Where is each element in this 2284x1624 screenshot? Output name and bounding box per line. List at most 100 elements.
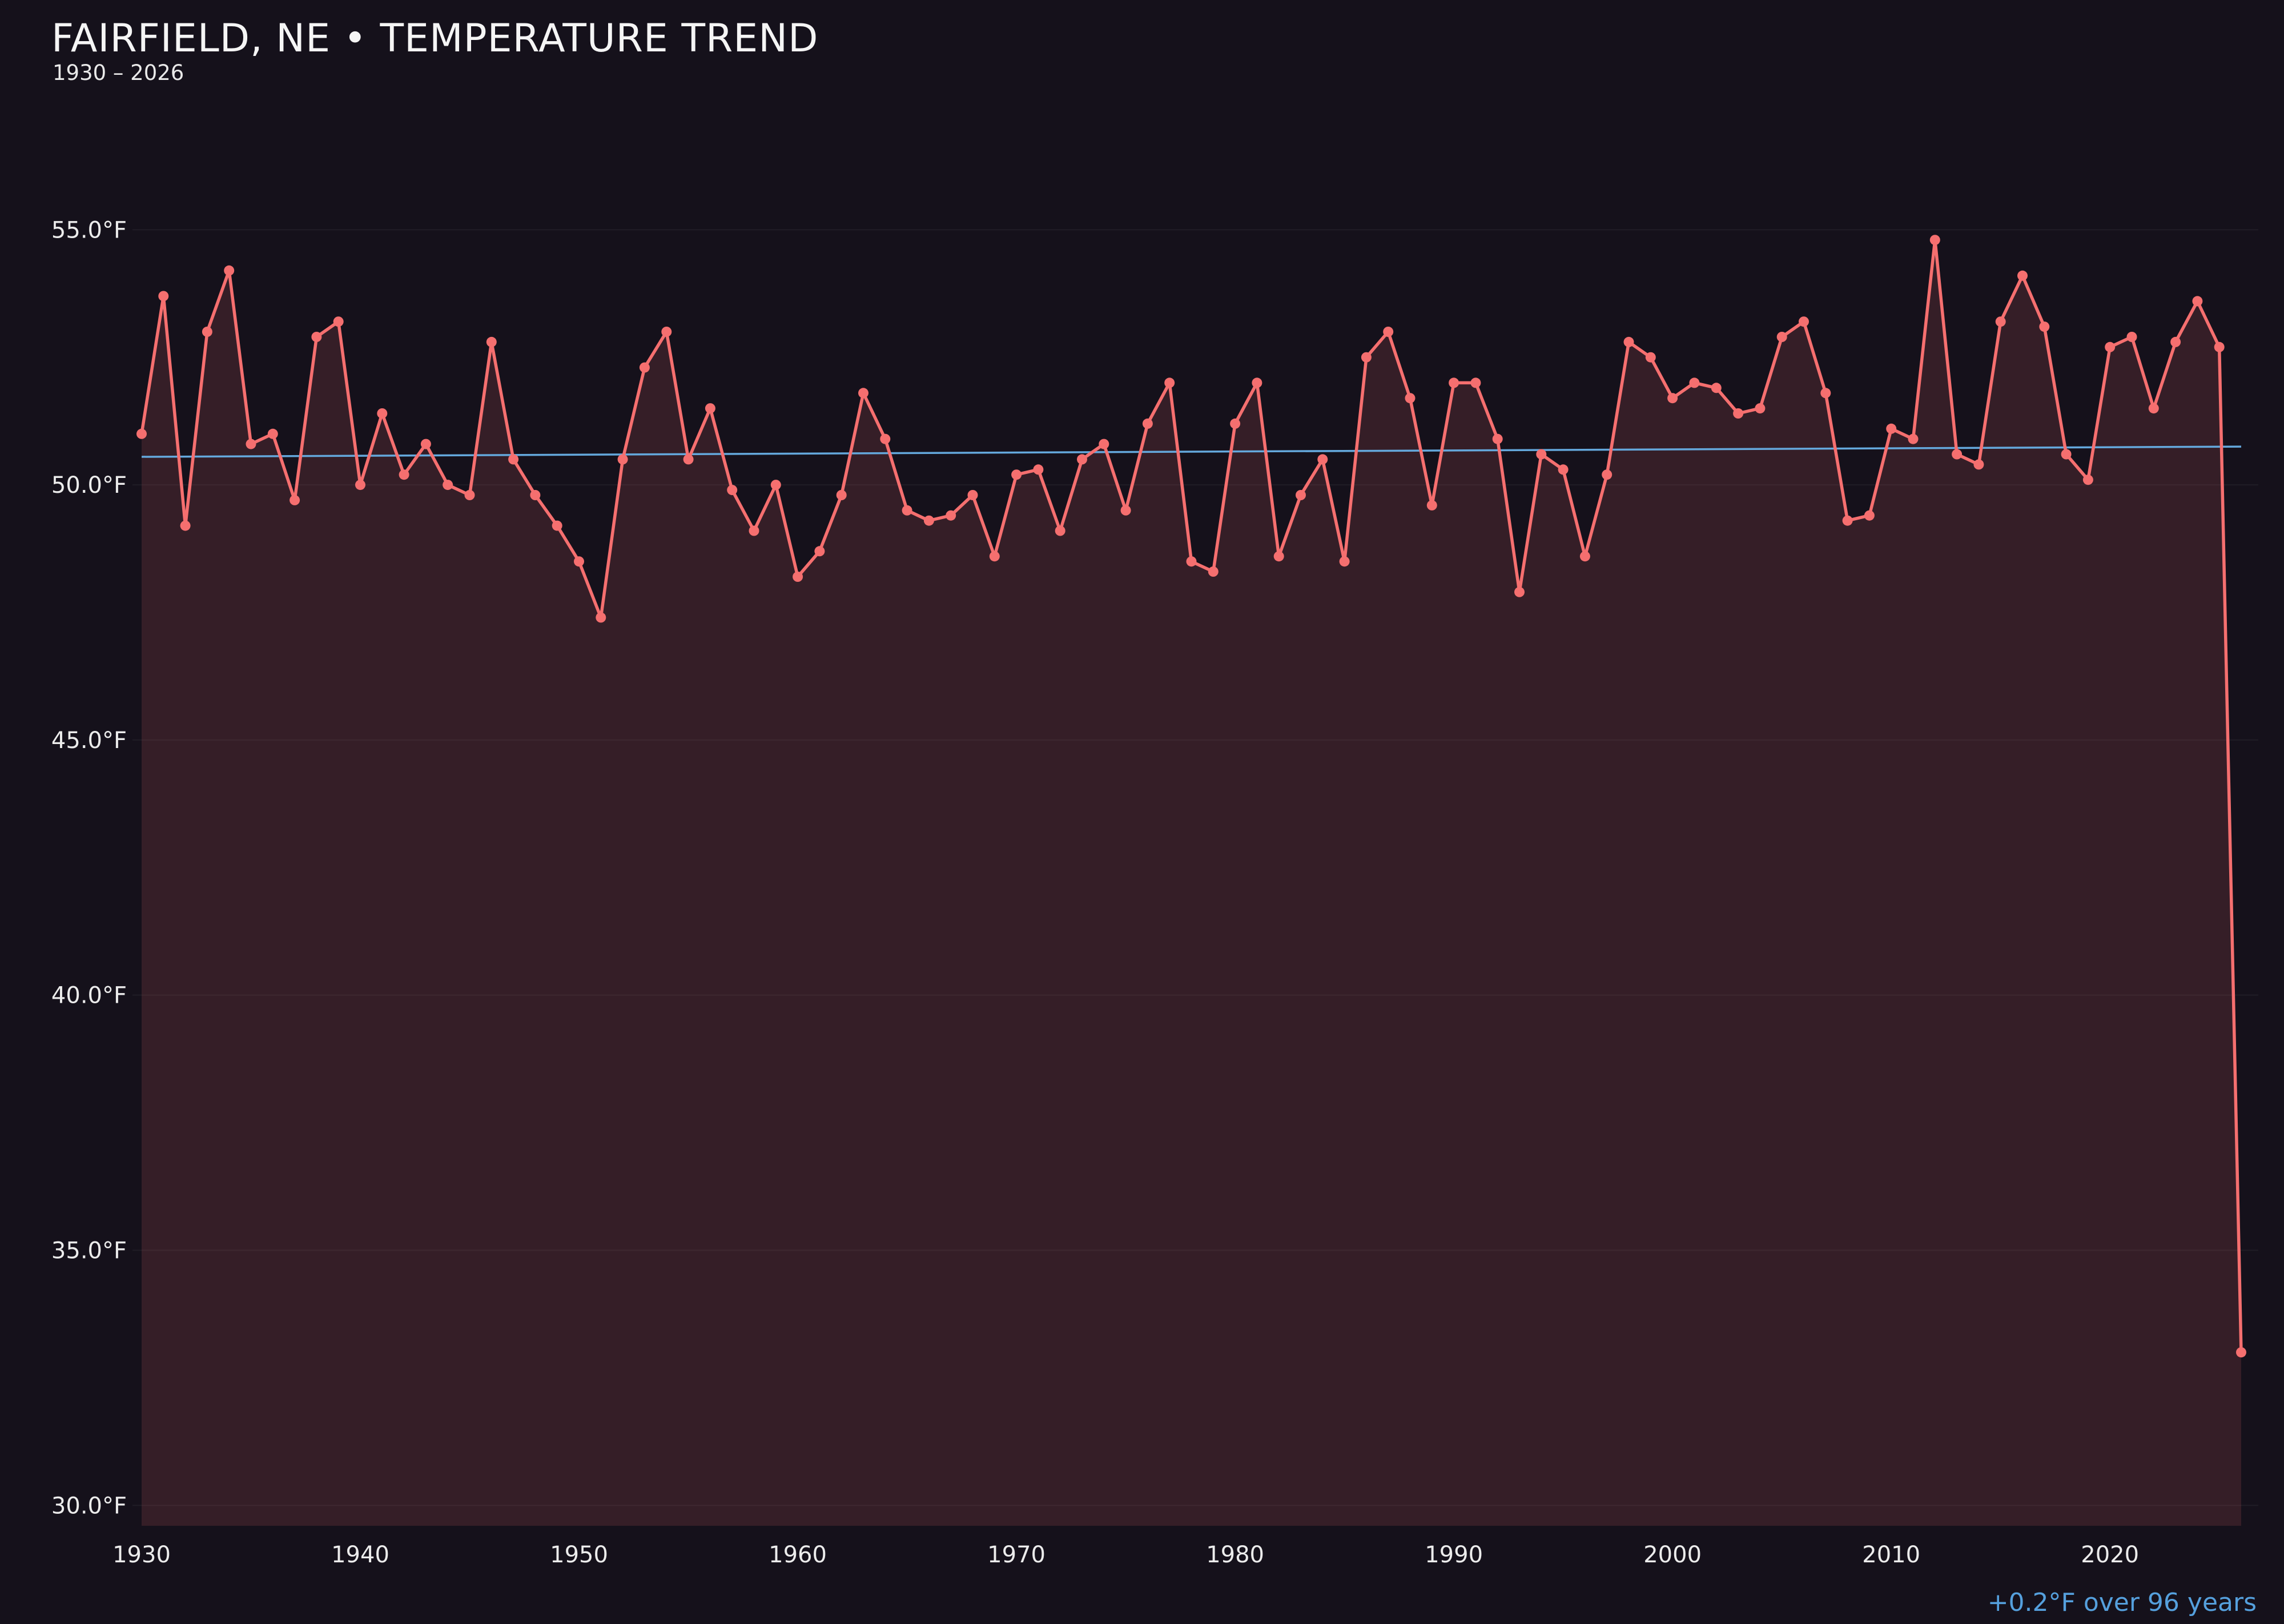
data-point bbox=[749, 525, 759, 536]
data-point bbox=[836, 490, 847, 500]
data-point bbox=[1120, 505, 1131, 516]
data-point bbox=[1820, 388, 1831, 399]
data-point bbox=[1011, 469, 1022, 480]
data-point bbox=[727, 485, 738, 496]
data-point bbox=[333, 316, 344, 327]
data-point bbox=[1186, 556, 1197, 567]
x-axis-tick-label: 2000 bbox=[1643, 1542, 1702, 1568]
data-point bbox=[1995, 316, 2006, 327]
data-point bbox=[1645, 352, 1656, 363]
trend-summary-label: +0.2°F over 96 years bbox=[1987, 1588, 2257, 1617]
data-point bbox=[180, 520, 191, 531]
data-point bbox=[224, 265, 235, 276]
data-point bbox=[1776, 332, 1787, 342]
data-point bbox=[617, 454, 628, 465]
data-point bbox=[1361, 352, 1372, 363]
data-point bbox=[486, 336, 497, 347]
data-point bbox=[770, 480, 781, 491]
data-point bbox=[1799, 316, 1809, 327]
data-point bbox=[1317, 454, 1328, 465]
data-point bbox=[399, 469, 409, 480]
data-point bbox=[1208, 566, 1219, 577]
chart-subtitle: 1930 – 2026 bbox=[53, 61, 184, 85]
data-point bbox=[1689, 377, 1700, 388]
data-point bbox=[1405, 393, 1416, 404]
data-point bbox=[1252, 377, 1262, 388]
data-point bbox=[1602, 469, 1613, 480]
data-point bbox=[1667, 393, 1678, 404]
data-point bbox=[639, 362, 650, 373]
x-axis-tick-label: 1970 bbox=[987, 1542, 1046, 1568]
data-point bbox=[2236, 1347, 2246, 1358]
y-axis-tick-label: 35.0°F bbox=[51, 1237, 127, 1264]
data-point bbox=[2192, 296, 2203, 307]
data-point bbox=[2170, 336, 2181, 347]
x-axis-tick-label: 2010 bbox=[1862, 1542, 1920, 1568]
data-point bbox=[967, 490, 978, 500]
data-point bbox=[1033, 464, 1044, 475]
x-axis-tick-label: 2020 bbox=[2081, 1542, 2139, 1568]
data-point bbox=[1908, 433, 1919, 444]
data-point bbox=[1383, 327, 1394, 337]
data-point bbox=[1733, 408, 1744, 419]
data-point bbox=[1579, 551, 1590, 562]
data-point bbox=[814, 546, 825, 557]
data-point bbox=[661, 327, 672, 337]
data-point bbox=[1426, 500, 1437, 510]
data-point bbox=[1536, 449, 1547, 460]
data-point bbox=[683, 454, 694, 465]
data-point bbox=[2148, 403, 2159, 414]
x-axis-tick-label: 1990 bbox=[1425, 1542, 1483, 1568]
data-point bbox=[464, 490, 475, 500]
data-point bbox=[946, 510, 956, 521]
data-point bbox=[311, 332, 322, 342]
y-axis-tick-label: 30.0°F bbox=[51, 1493, 127, 1519]
data-point bbox=[902, 505, 912, 516]
data-point bbox=[2039, 321, 2050, 332]
data-point bbox=[158, 291, 169, 302]
data-point bbox=[2082, 475, 2093, 485]
y-axis-tick-label: 45.0°F bbox=[51, 727, 127, 754]
data-point bbox=[1449, 377, 1459, 388]
data-point bbox=[136, 428, 147, 439]
data-point bbox=[267, 428, 278, 439]
data-point bbox=[2017, 270, 2028, 281]
data-point bbox=[793, 572, 803, 582]
data-point bbox=[1273, 551, 1284, 562]
x-axis-tick-label: 1950 bbox=[550, 1542, 608, 1568]
data-point bbox=[923, 515, 934, 526]
trend-line bbox=[141, 445, 2242, 458]
data-point bbox=[1973, 459, 1984, 470]
data-point bbox=[1929, 235, 1940, 246]
chart-title: FAIRFIELD, NE • TEMPERATURE TREND bbox=[51, 16, 819, 61]
data-point bbox=[596, 612, 606, 623]
data-point bbox=[1077, 454, 1087, 465]
data-point bbox=[1886, 423, 1897, 434]
data-point bbox=[880, 433, 891, 444]
data-point bbox=[1492, 433, 1503, 444]
y-axis-tick-label: 50.0°F bbox=[51, 472, 127, 499]
data-point bbox=[1864, 510, 1875, 521]
data-point bbox=[443, 480, 453, 491]
data-point bbox=[1514, 586, 1525, 597]
data-point bbox=[1558, 464, 1569, 475]
data-point bbox=[1470, 377, 1481, 388]
data-point bbox=[989, 551, 1000, 562]
data-point bbox=[1623, 336, 1634, 347]
data-point bbox=[2214, 341, 2225, 352]
data-point bbox=[1164, 377, 1175, 388]
data-point bbox=[530, 490, 541, 500]
data-point bbox=[858, 388, 868, 399]
data-point bbox=[1099, 439, 1109, 449]
data-point bbox=[1230, 418, 1241, 429]
y-axis-tick-label: 40.0°F bbox=[51, 983, 127, 1009]
data-point bbox=[202, 327, 212, 337]
x-axis-tick-label: 1960 bbox=[769, 1542, 827, 1568]
series-area-fill bbox=[142, 240, 2241, 1526]
data-point bbox=[705, 403, 715, 414]
data-point bbox=[552, 520, 562, 531]
x-axis-tick-label: 1930 bbox=[112, 1542, 171, 1568]
data-point bbox=[1952, 449, 1963, 460]
y-axis-tick-label: 55.0°F bbox=[51, 217, 127, 243]
